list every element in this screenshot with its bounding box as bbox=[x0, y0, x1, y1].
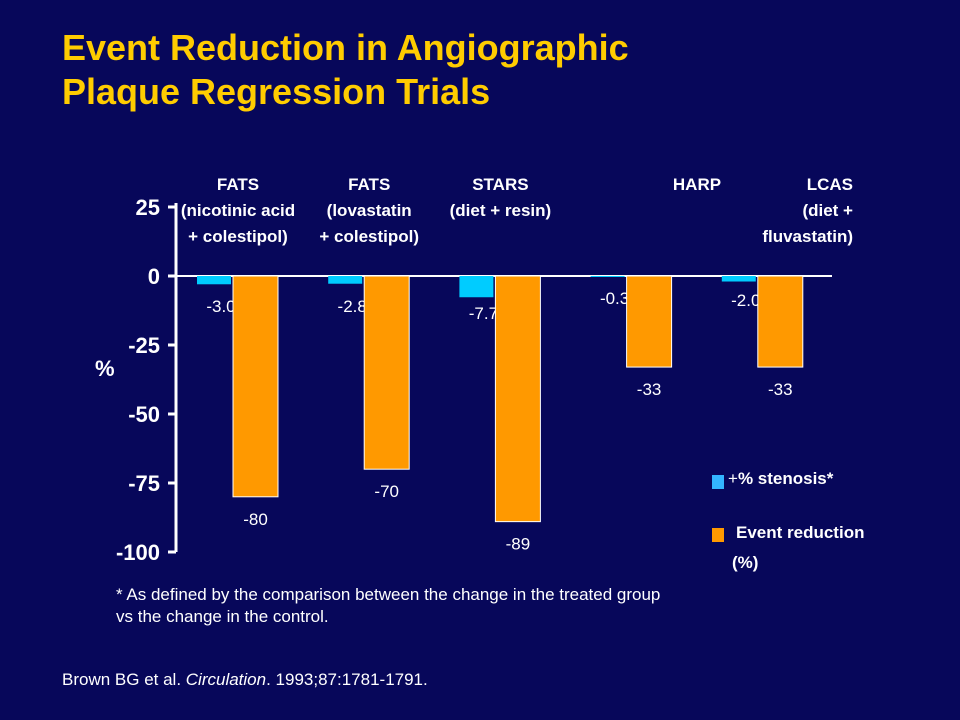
stenosis-data-label: -0.3 bbox=[600, 289, 629, 308]
category-label: STARS bbox=[472, 175, 528, 194]
legend-event-unit: (%) bbox=[732, 553, 759, 572]
category-label: FATS bbox=[348, 175, 390, 194]
stenosis-bar bbox=[197, 276, 231, 285]
category-label: + colestipol) bbox=[188, 227, 288, 246]
event-reduction-data-label: -33 bbox=[768, 380, 793, 399]
category-label: + colestipol) bbox=[319, 227, 419, 246]
legend-event-label: Event reduction bbox=[736, 523, 865, 542]
event-reduction-bar bbox=[626, 275, 673, 368]
footnote-line-1: * As defined by the comparison between t… bbox=[116, 585, 661, 604]
category-label: (lovastatin bbox=[327, 201, 412, 220]
event-reduction-bar bbox=[494, 275, 541, 523]
event-reduction-bar bbox=[757, 275, 804, 368]
category-label: LCAS bbox=[807, 175, 853, 194]
y-tick-label: 25 bbox=[136, 195, 160, 220]
stenosis-bar bbox=[328, 276, 363, 284]
y-tick-label: -25 bbox=[128, 333, 160, 358]
stenosis-bar bbox=[459, 276, 494, 298]
event-reduction-data-label: -80 bbox=[243, 510, 268, 529]
y-tick-label: -75 bbox=[128, 471, 160, 496]
event-reduction-data-label: -89 bbox=[506, 535, 531, 554]
event-swatch bbox=[712, 528, 724, 542]
stenosis-data-label: -2.0 bbox=[731, 291, 760, 310]
footnote-line-2: vs the change in the control. bbox=[116, 607, 329, 626]
category-label: fluvastatin) bbox=[762, 227, 853, 246]
event-reduction-bar bbox=[232, 275, 279, 498]
category-label: (nicotinic acid bbox=[181, 201, 295, 220]
stenosis-bar bbox=[721, 276, 756, 282]
category-label: (diet + bbox=[802, 201, 853, 220]
y-tick-label: -50 bbox=[128, 402, 160, 427]
y-tick-label: 0 bbox=[148, 264, 160, 289]
stenosis-swatch bbox=[712, 475, 724, 489]
category-label: FATS bbox=[217, 175, 259, 194]
citation-journal: Circulation bbox=[185, 670, 267, 689]
citation-details: . 1993;87:1781-1791. bbox=[266, 670, 428, 689]
legend-stenosis-prefix: + bbox=[728, 469, 738, 488]
category-label: (diet + resin) bbox=[450, 201, 552, 220]
y-tick-label: -100 bbox=[116, 540, 160, 565]
page-title: Event Reduction in Angiographic Plaque R… bbox=[62, 26, 922, 114]
stenosis-data-label: -7.7 bbox=[469, 304, 498, 323]
event-reduction-data-label: -70 bbox=[374, 482, 399, 501]
title-line-1: Event Reduction in Angiographic bbox=[62, 27, 629, 68]
stenosis-bar bbox=[590, 276, 625, 277]
event-reduction-data-label: -33 bbox=[637, 380, 662, 399]
footnote: * As defined by the comparison between t… bbox=[116, 584, 836, 628]
citation: Brown BG et al. Circulation. 1993;87:178… bbox=[62, 670, 428, 690]
title-line-2: Plaque Regression Trials bbox=[62, 71, 491, 112]
event-reduction-bar bbox=[363, 275, 410, 470]
y-axis-label: % bbox=[95, 356, 115, 381]
category-label: HARP bbox=[673, 175, 721, 194]
legend-stenosis-label: % stenosis* bbox=[737, 469, 834, 488]
legend-stenosis: +% stenosis* bbox=[728, 469, 833, 489]
stenosis-data-label: -3.0 bbox=[206, 297, 235, 316]
stenosis-data-label: -2.8 bbox=[338, 297, 367, 316]
citation-authors: Brown BG et al. bbox=[62, 670, 186, 689]
